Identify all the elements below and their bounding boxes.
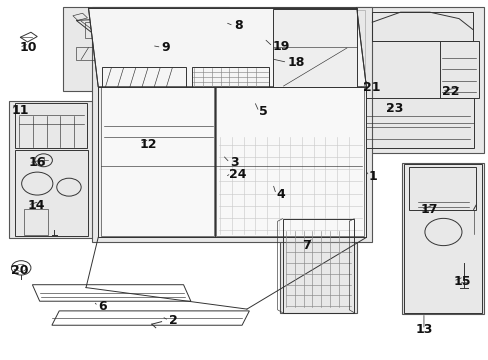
Text: 7: 7 [302, 239, 311, 252]
Bar [92, 7, 371, 242]
Text: 5: 5 [259, 105, 267, 118]
Text: 6: 6 [98, 300, 106, 313]
Bar [401, 163, 484, 315]
Text: 19: 19 [272, 40, 289, 53]
Text: 16: 16 [29, 156, 46, 169]
Text: 9: 9 [161, 41, 170, 54]
Polygon shape [272, 9, 356, 87]
Polygon shape [216, 87, 363, 235]
Text: 1: 1 [368, 170, 377, 183]
Text: 22: 22 [441, 85, 459, 98]
Text: 4: 4 [276, 188, 285, 201]
Text: 11: 11 [11, 104, 29, 117]
Bar [63, 7, 228, 91]
Text: 8: 8 [233, 19, 242, 32]
Bar [9, 101, 94, 238]
Polygon shape [98, 87, 215, 237]
Bar [279, 218, 356, 314]
Text: 23: 23 [385, 103, 403, 116]
Text: 18: 18 [287, 56, 304, 69]
Text: 24: 24 [228, 168, 246, 181]
Bar [355, 7, 484, 153]
Text: 21: 21 [362, 81, 379, 94]
Text: 2: 2 [168, 314, 177, 327]
Text: 17: 17 [420, 203, 438, 216]
Text: 13: 13 [414, 323, 432, 336]
Text: 15: 15 [452, 275, 470, 288]
Polygon shape [88, 8, 366, 87]
Text: 12: 12 [140, 138, 157, 150]
Text: 14: 14 [27, 199, 45, 212]
Polygon shape [215, 87, 366, 237]
Text: 20: 20 [11, 264, 29, 277]
Text: 3: 3 [229, 156, 238, 169]
Text: 10: 10 [19, 41, 37, 54]
Polygon shape [101, 87, 214, 235]
